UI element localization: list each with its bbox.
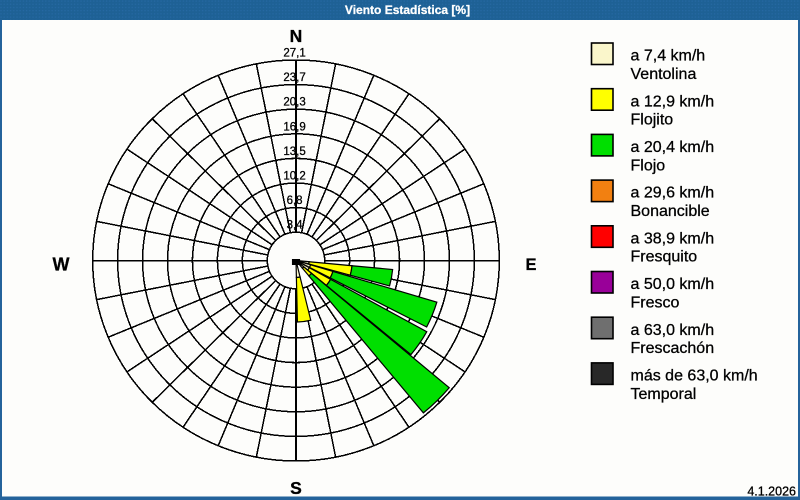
- svg-text:a 12,9 km/h: a 12,9 km/h: [631, 93, 715, 110]
- svg-text:6,8: 6,8: [287, 195, 303, 207]
- svg-text:Viento Estadística [%]: Viento Estadística [%]: [345, 3, 470, 17]
- svg-text:E: E: [525, 256, 536, 274]
- svg-text:a 29,6 km/h: a 29,6 km/h: [631, 185, 715, 202]
- svg-text:a 20,4 km/h: a 20,4 km/h: [631, 139, 715, 156]
- svg-text:Ventolina: Ventolina: [631, 66, 697, 83]
- svg-text:Frescachón: Frescachón: [631, 340, 715, 357]
- svg-text:13,5: 13,5: [283, 146, 305, 158]
- svg-text:S: S: [290, 478, 302, 498]
- svg-text:a 38,9 km/h: a 38,9 km/h: [631, 230, 715, 247]
- svg-text:Fresquito: Fresquito: [631, 249, 698, 266]
- svg-text:Flojito: Flojito: [631, 112, 674, 129]
- svg-text:W: W: [53, 255, 70, 275]
- svg-text:23,7: 23,7: [283, 72, 305, 84]
- svg-text:Fresco: Fresco: [631, 294, 680, 311]
- svg-text:a 63,0 km/h: a 63,0 km/h: [631, 322, 715, 339]
- svg-text:Flojo: Flojo: [631, 157, 666, 174]
- svg-text:10,2: 10,2: [283, 171, 305, 183]
- svg-text:4.1.2026: 4.1.2026: [747, 484, 796, 498]
- svg-text:16,9: 16,9: [283, 121, 305, 133]
- svg-text:Temporal: Temporal: [631, 386, 697, 403]
- svg-text:27,1: 27,1: [283, 48, 305, 60]
- svg-text:20,3: 20,3: [283, 97, 305, 109]
- svg-text:a 7,4 km/h: a 7,4 km/h: [631, 48, 706, 65]
- svg-text:3,4: 3,4: [287, 220, 304, 232]
- svg-text:a 50,0 km/h: a 50,0 km/h: [631, 276, 715, 293]
- svg-text:Bonancible: Bonancible: [631, 203, 710, 220]
- svg-text:N: N: [290, 26, 303, 46]
- svg-text:más de 63,0 km/h: más de 63,0 km/h: [631, 368, 758, 385]
